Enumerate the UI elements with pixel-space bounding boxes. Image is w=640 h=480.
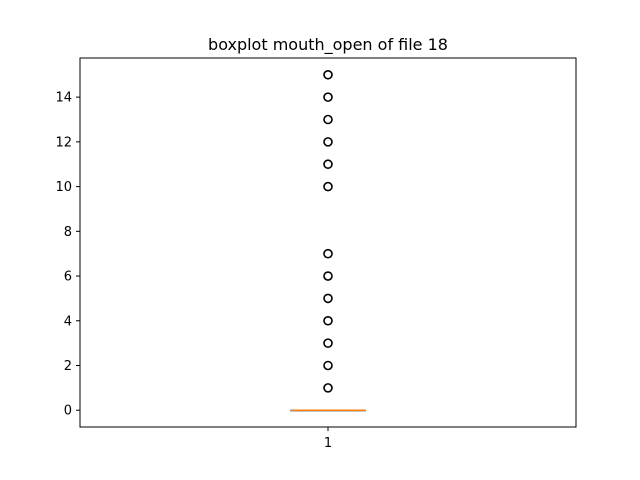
flier-point-5 — [323, 293, 333, 304]
flier-group — [323, 69, 333, 393]
flier-point-7 — [323, 248, 333, 259]
flier-point-13 — [323, 114, 333, 125]
y-tick-label-8: 8 — [64, 225, 72, 240]
flier-point-1 — [323, 383, 333, 393]
y-tick-label-4: 4 — [64, 314, 72, 329]
y-axis: 0 2 4 6 8 10 12 14 — [55, 91, 80, 419]
box-group — [290, 409, 366, 412]
y-tick-label-0: 0 — [64, 404, 72, 419]
flier-point-3 — [323, 338, 333, 348]
plot-frame — [79, 57, 577, 428]
y-tick-label-12: 12 — [55, 135, 72, 150]
flier-point-15 — [323, 69, 333, 80]
flier-point-6 — [323, 271, 333, 281]
flier-point-12 — [323, 137, 333, 147]
y-tick-label-14: 14 — [55, 91, 72, 106]
flier-point-4 — [323, 315, 333, 326]
chart-title: boxplot mouth_open of file 18 — [208, 35, 448, 55]
y-tick-label-6: 6 — [64, 270, 72, 285]
y-tick-label-10: 10 — [55, 180, 72, 195]
flier-point-10 — [323, 181, 333, 192]
x-axis: 1 — [324, 427, 332, 451]
flier-point-14 — [323, 92, 333, 102]
x-tick-label-1: 1 — [324, 436, 332, 451]
flier-point-11 — [323, 159, 333, 170]
flier-point-2 — [323, 360, 333, 371]
y-tick-label-2: 2 — [64, 359, 72, 374]
